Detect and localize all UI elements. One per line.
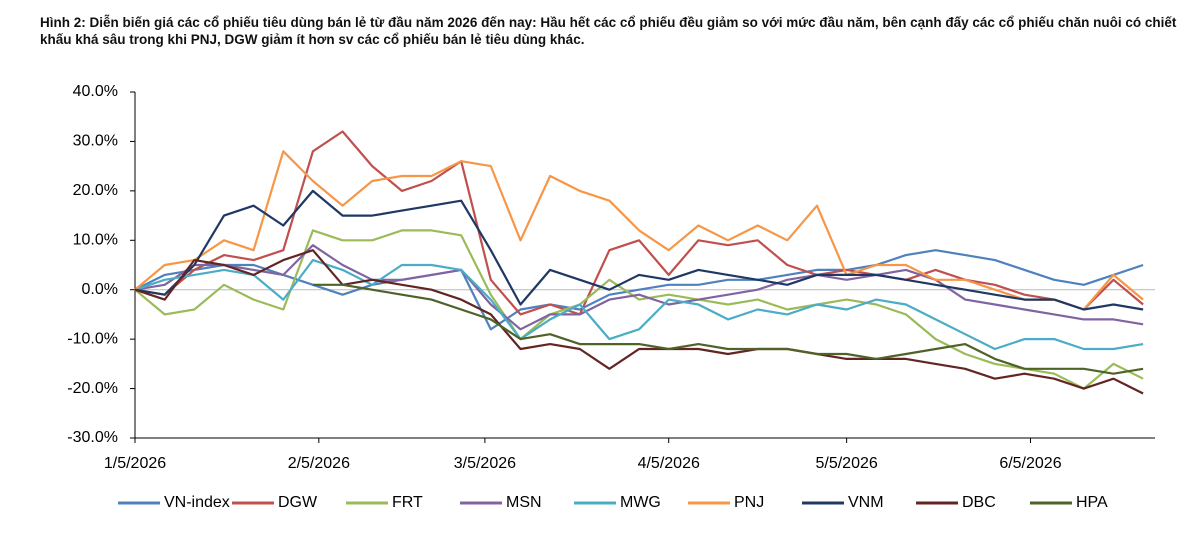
legend-label: DBC bbox=[962, 494, 996, 511]
legend-label: MSN bbox=[506, 494, 542, 511]
line-series bbox=[134, 150, 1144, 311]
x-tick-label: 3/5/2026 bbox=[454, 455, 516, 472]
y-tick-label: 10.0% bbox=[73, 232, 118, 249]
line-series bbox=[134, 130, 1144, 316]
x-tick-label: 1/5/2026 bbox=[104, 455, 166, 472]
y-tick-label: 0.0% bbox=[82, 281, 118, 298]
x-tick-label: 2/5/2026 bbox=[288, 455, 350, 472]
chart-title: Hình 2: Diễn biến giá các cổ phiếu tiêu … bbox=[40, 15, 1177, 47]
line-series bbox=[134, 244, 1144, 331]
y-tick-label: 40.0% bbox=[73, 83, 118, 100]
y-tick-label: -30.0% bbox=[67, 429, 118, 446]
y-tick-label: 30.0% bbox=[73, 133, 118, 150]
line-series bbox=[312, 283, 1144, 375]
line-series bbox=[134, 249, 1144, 395]
legend-label: PNJ bbox=[734, 494, 764, 511]
legend-label: MWG bbox=[620, 494, 661, 511]
y-tick-label: 20.0% bbox=[73, 182, 118, 199]
line-series bbox=[134, 189, 1144, 311]
line-series bbox=[134, 249, 1144, 331]
legend-label: FRT bbox=[392, 494, 423, 511]
legend-label: VN-index bbox=[164, 494, 230, 511]
y-tick-label: -10.0% bbox=[67, 330, 118, 347]
legend-label: VNM bbox=[848, 494, 884, 511]
line-series bbox=[134, 229, 1144, 390]
x-tick-label: 4/5/2026 bbox=[638, 455, 700, 472]
legend-label: DGW bbox=[278, 494, 318, 511]
x-tick-label: 6/5/2026 bbox=[999, 455, 1061, 472]
legend-label: HPA bbox=[1076, 494, 1108, 511]
x-tick-label: 5/5/2026 bbox=[815, 455, 877, 472]
y-tick-label: -20.0% bbox=[67, 380, 118, 397]
line-series bbox=[134, 259, 1144, 351]
